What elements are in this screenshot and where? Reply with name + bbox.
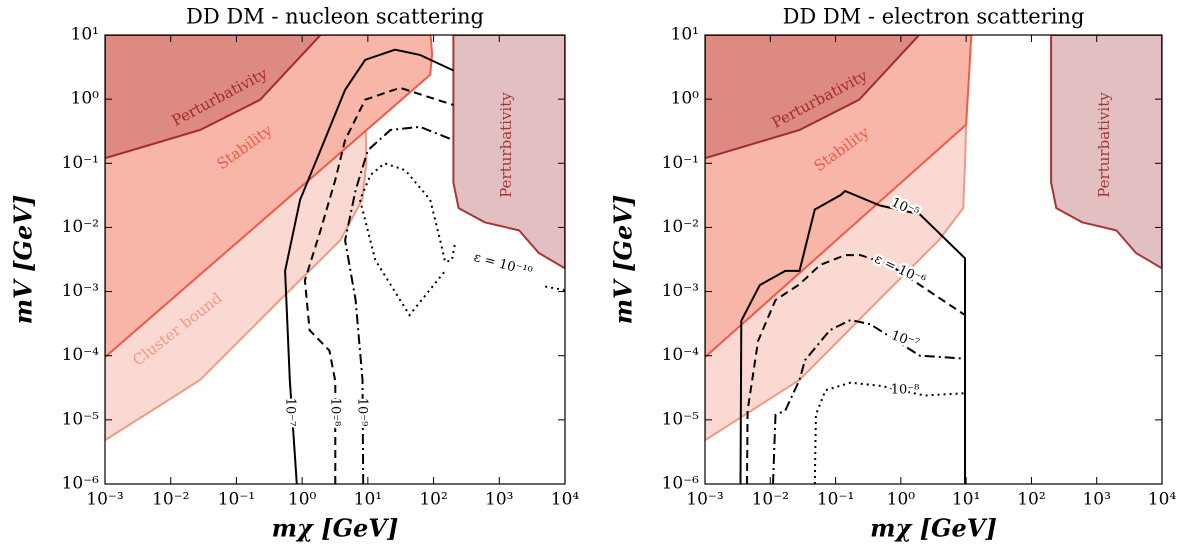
y-tick-label: 10⁻⁴ [662, 345, 700, 365]
chart-title: DD DM - electron scattering [783, 5, 1085, 29]
y-tick-label: 10⁻⁶ [662, 474, 700, 494]
x-tick-label: 10⁴ [1148, 490, 1177, 510]
y-tick-label: 10⁻⁴ [62, 345, 100, 365]
y-tick-label: 10¹ [671, 25, 699, 45]
x-tick-label: 10² [1017, 490, 1045, 510]
frame [704, 34, 1163, 485]
contour-label: 10⁻⁹ [355, 398, 370, 427]
x-tick-label: 10⁰ [288, 490, 317, 510]
region [705, 35, 921, 160]
y-axis-label: mV [GeV] [609, 195, 638, 324]
x-tick-label: 10⁻¹ [218, 490, 255, 510]
contour-line [746, 254, 966, 484]
y-tick-label: 10¹ [71, 25, 99, 45]
y-tick-label: 10⁻¹ [662, 153, 699, 173]
x-tick-label: 10¹ [354, 490, 382, 510]
region [105, 35, 322, 160]
region [452, 35, 565, 270]
contour-line [813, 381, 966, 484]
contour-line [303, 86, 454, 484]
region-label: Perturbativity [1095, 92, 1113, 198]
contour-label: 10⁻⁷ [889, 328, 921, 352]
y-tick-label: 10⁻³ [62, 281, 99, 301]
y-tick-label: 10⁻¹ [62, 153, 99, 173]
x-axis-label: mχ [GeV] [272, 514, 399, 543]
contour-label: 10⁻⁷ [283, 398, 298, 427]
x-tick-label: 10⁻¹ [817, 490, 854, 510]
x-axis-label: mχ [GeV] [870, 514, 997, 543]
x-tick-label: 10³ [1082, 490, 1110, 510]
y-tick-label: 10⁻³ [662, 281, 699, 301]
y-tick-label: 10⁻⁵ [662, 409, 700, 429]
contour-label: 10⁻⁸ [891, 383, 920, 398]
region [1050, 35, 1162, 270]
y-tick-label: 10⁻² [662, 217, 699, 237]
x-tick-label: 10⁻³ [686, 490, 723, 510]
y-tick-label: 10⁰ [71, 89, 100, 109]
plot-area [105, 35, 565, 484]
contour-line [358, 162, 565, 317]
contour-label: ε = 10⁻¹⁰ [472, 250, 534, 280]
y-tick-label: 10⁻⁵ [62, 409, 100, 429]
x-tick-label: 10⁴ [551, 490, 580, 510]
contour-label: 10⁻⁸ [328, 398, 343, 427]
x-tick-label: 10¹ [952, 490, 980, 510]
chart-title: DD DM - nucleon scattering [186, 5, 484, 29]
contour-line [344, 125, 454, 484]
y-tick-label: 10⁻⁶ [62, 474, 100, 494]
x-tick-label: 10⁻³ [86, 490, 123, 510]
contour-line [284, 48, 454, 484]
x-tick-label: 10⁰ [887, 490, 916, 510]
x-tick-label: 10⁻² [152, 490, 189, 510]
x-tick-label: 10² [419, 490, 447, 510]
contour-line [739, 189, 966, 484]
y-axis-label: mV [GeV] [9, 195, 38, 324]
x-tick-label: 10³ [485, 490, 513, 510]
frame [104, 34, 566, 485]
x-tick-label: 10⁻² [752, 490, 789, 510]
y-tick-label: 10⁻² [62, 217, 99, 237]
region-label: Perturbativity [497, 92, 515, 198]
plot-area [705, 35, 1162, 484]
y-tick-label: 10⁰ [671, 89, 700, 109]
